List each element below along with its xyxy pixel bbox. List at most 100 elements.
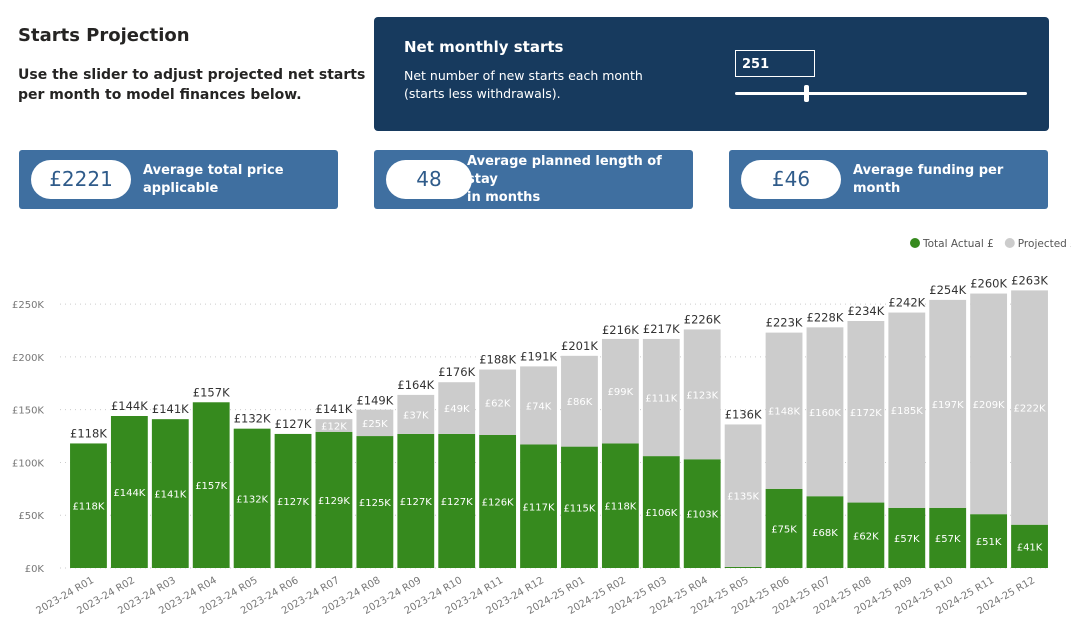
data-label: £37K [403,410,429,421]
value-input[interactable]: 251 [735,50,815,77]
kpi-label: Average funding per month [853,150,1048,209]
bar-segment [479,369,517,435]
bar-segment [438,433,476,568]
bar-segment [356,436,394,568]
bar-segment [397,394,435,434]
data-label: £115K [563,503,595,514]
data-label: £132K [236,494,268,505]
data-label: £126K [482,498,514,509]
data-label: £125K [359,498,391,509]
data-label: £12K [321,422,347,433]
bar-segment [970,514,1008,568]
bar-segment [806,496,844,568]
data-label: £74K [526,401,552,412]
bar-segment [888,312,926,508]
kpi-label: Average planned length of stay in months [467,150,693,209]
bar-segment [520,444,557,568]
bar-segment [315,431,353,568]
bar-segment [1011,290,1048,525]
panel-description: Net number of new starts each month (sta… [404,67,643,103]
bar-segment [561,355,598,447]
legend-marker [910,238,920,248]
data-label: £123K [686,390,718,401]
page-subtitle: Use the slider to adjust projected net s… [18,65,365,105]
data-label: £62K [853,531,879,542]
bar-segment [1011,524,1048,568]
slider-thumb[interactable] [804,85,809,102]
bar-segment [601,443,639,568]
bar-segment [806,327,844,497]
total-label: £223K [766,316,803,330]
total-label: £217K [643,322,680,336]
total-label: £201K [561,339,598,353]
data-label: £99K [608,387,634,398]
total-label: £188K [479,353,516,367]
kpi-card: £2221 Average total price applicable [19,150,338,209]
kpi-label-line: Average planned length of stay [467,153,662,187]
data-label: £144K [113,488,145,499]
description-line: Net number of new starts each month [404,68,643,83]
total-label: £176K [438,365,475,379]
y-tick-label: £200K [12,353,44,364]
total-label: £260K [970,277,1007,291]
data-label: £111K [645,394,677,405]
bar-segment [929,507,967,568]
bar-segment [438,382,476,434]
y-tick-label: £0K [25,564,45,575]
data-label: £57K [894,534,920,545]
total-label: £127K [275,417,312,431]
total-label: £141K [316,402,353,416]
y-tick-label: £100K [12,458,44,469]
page-title: Starts Projection [18,25,190,46]
total-label: £136K [725,407,762,421]
bar-segment [888,507,926,568]
slider-panel: Net monthly starts Net number of new sta… [374,17,1049,131]
bar-segment [110,416,148,568]
bar-segment [315,419,353,432]
bar-segment [520,366,557,445]
bar-segment [765,332,803,489]
kpi-value: £2221 [31,160,131,199]
total-label: £141K [152,402,189,416]
kpi-label-line: Average funding per month [853,162,1004,196]
data-label: £197K [932,400,964,411]
data-label: £127K [277,497,309,508]
kpi-label: Average total price applicable [143,150,338,209]
kpi-label-line: Average total price applicable [143,162,284,196]
data-label: £41K [1017,542,1043,553]
data-label: £222K [1014,404,1046,415]
total-label: £254K [929,283,966,297]
data-label: £127K [400,497,432,508]
total-label: £216K [602,323,639,337]
data-label: £118K [72,502,104,513]
total-label: £149K [356,394,393,408]
total-label: £144K [111,399,148,413]
data-label: £106K [645,508,677,519]
data-label: £157K [195,481,227,492]
data-label: £75K [771,524,797,535]
bar-segment [847,321,885,503]
total-label: £132K [234,412,271,426]
kpi-value: 48 [386,160,472,199]
data-label: £148K [768,407,800,418]
y-tick-label: £150K [12,406,44,417]
data-label: £118K [604,502,636,513]
data-label: £103K [686,510,718,521]
legend-label: Total Actual £ [922,238,994,250]
y-tick-label: £250K [12,300,44,311]
bar-segment [356,409,394,437]
total-label: £228K [807,310,844,324]
kpi-value: £46 [741,160,841,199]
bar-segment [642,338,680,457]
legend-label: Projected £ [1018,238,1071,250]
slider-track[interactable] [735,92,1027,95]
total-label: £234K [847,304,884,318]
total-label: £118K [70,426,107,440]
data-label: £62K [485,398,511,409]
description-line: (starts less withdrawals). [404,86,561,101]
bar-segment [561,446,598,568]
data-label: £141K [154,490,186,501]
kpi-card: 48 Average planned length of stay in mont… [374,150,693,209]
bar-segment [765,488,803,568]
